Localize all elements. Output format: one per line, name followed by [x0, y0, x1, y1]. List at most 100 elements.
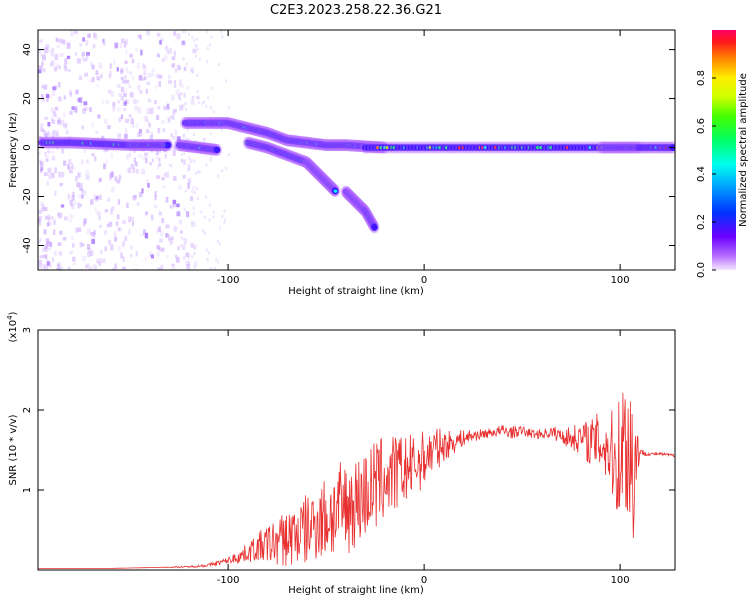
heatmap-noise-cell: [173, 80, 177, 84]
heatmap-noise-cell: [190, 242, 194, 248]
heatmap-noise-cell: [77, 202, 80, 209]
heatmap-noise-cell: [44, 116, 49, 120]
heatmap-noise-cell: [182, 238, 185, 242]
heatmap-noise-cell: [128, 84, 132, 89]
heatmap-noise-cell: [62, 160, 67, 166]
heatmap-noise-cell: [110, 152, 114, 159]
heatmap-noise-cell: [139, 34, 142, 40]
heatmap-noise-cell: [193, 251, 196, 255]
heatmap-noise-cell: [221, 215, 224, 219]
heatmap-noise-cell: [151, 158, 154, 163]
heatmap-noise-cell: [144, 257, 147, 261]
heatmap-noise-cell: [136, 62, 140, 69]
heatmap-noise-cell: [163, 105, 167, 111]
heatmap-noise-cell: [113, 231, 117, 237]
heatmap-noise-cell: [195, 171, 198, 175]
heatmap-noise-cell: [122, 220, 126, 224]
heatmap-noise-cell: [56, 145, 59, 150]
heatmap-noise-cell: [149, 161, 152, 166]
heatmap-noise-cell: [183, 242, 186, 246]
heatmap-noise-cell: [171, 263, 175, 267]
heatmap-noise-cell: [164, 55, 168, 61]
heatmap-noise-cell: [83, 218, 87, 223]
heatmap-noise-cell: [128, 229, 131, 235]
heatmap-noise-cell: [108, 89, 112, 94]
heatmap-noise-cell: [184, 238, 188, 244]
heatmap-noise-cell: [203, 232, 206, 236]
heatmap-noise-cell: [135, 123, 139, 128]
heatmap-noise-cell: [212, 210, 215, 214]
heatmap-noise-cell: [79, 43, 82, 47]
heatmap-y-tick-label: 20: [22, 92, 33, 105]
heatmap-noise-cell: [63, 64, 67, 69]
snr-series-line: [38, 392, 675, 569]
heatmap-noise-cell: [45, 158, 49, 162]
heatmap-noise-cell: [114, 42, 119, 49]
heatmap-noise-cell: [172, 150, 176, 156]
heatmap-noise-cell: [55, 130, 59, 137]
heatmap-noise-cell: [168, 163, 173, 168]
heatmap-noise-cell: [64, 67, 68, 72]
heatmap-noise-cell: [40, 169, 43, 174]
heatmap-noise-cell: [79, 203, 82, 208]
heatmap-noise-cell: [138, 133, 143, 137]
heatmap-noise-cell: [109, 171, 113, 177]
colorbar: 0.0 0.2 0.4 0.6 0.8 Normalized spectral ampl…: [696, 30, 749, 278]
heatmap-noise-cell: [46, 259, 50, 264]
heatmap-noise-cell: [130, 216, 135, 221]
heatmap-noise-cell: [160, 264, 164, 270]
heatmap-noise-cell: [167, 50, 170, 54]
heatmap-noise-cell: [223, 209, 226, 213]
heatmap-noise-cell: [69, 250, 73, 255]
heatmap-noise-cell: [40, 161, 44, 167]
heatmap-noise-cell: [220, 128, 223, 132]
heatmap-noise-cell: [95, 70, 99, 76]
heatmap-noise-cell: [227, 153, 230, 157]
heatmap-noise-cell: [86, 244, 91, 250]
heatmap-noise-cell: [60, 171, 65, 178]
heatmap-noise-cell: [97, 137, 100, 141]
heatmap-noise-cell: [193, 265, 196, 269]
heatmap-noise-cell: [154, 145, 158, 152]
heatmap-noise-cell: [192, 48, 196, 54]
heatmap-noise-cell: [46, 180, 49, 187]
heatmap-noise-cell: [118, 174, 122, 181]
heatmap-noise-cell: [223, 221, 226, 225]
heatmap-noise-cell: [74, 227, 79, 233]
heatmap-noise-cell: [125, 38, 128, 45]
heatmap-noise-cell: [225, 166, 228, 170]
heatmap-noise-cell: [131, 122, 134, 128]
heatmap-noise-cell: [190, 67, 194, 74]
heatmap-noise-cell: [145, 232, 149, 239]
heatmap-noise-cell: [64, 122, 68, 129]
heatmap-noise-cell: [135, 161, 138, 166]
heatmap-noise-cell: [184, 189, 187, 193]
heatmap-noise-cell: [46, 261, 50, 266]
heatmap-noise-cell: [217, 174, 220, 178]
heatmap-noise-cell: [148, 123, 151, 128]
heatmap-noise-cell: [56, 38, 61, 43]
heatmap-noise-cell: [51, 116, 54, 121]
heatmap-noise-cell: [44, 215, 49, 220]
heatmap-noise-cell: [128, 219, 131, 223]
heatmap-noise-cell: [203, 215, 206, 219]
heatmap-noise-cell: [186, 215, 189, 219]
heatmap-noise-cell: [176, 33, 181, 40]
heatmap-noise-cell: [131, 75, 135, 80]
heatmap-noise-cell: [135, 48, 139, 52]
heatmap-noise-cell: [82, 256, 86, 262]
heatmap-noise-cell: [48, 262, 52, 268]
heatmap-noise-cell: [71, 163, 74, 169]
heatmap-noise-cell: [46, 96, 49, 102]
heatmap-noise-cell: [194, 54, 197, 58]
heatmap-noise-cell: [203, 138, 206, 142]
heatmap-noise-cell: [66, 55, 71, 60]
heatmap-noise-cell: [75, 176, 78, 182]
heatmap-noise-cell: [127, 167, 132, 174]
snr-x-tick-label: 100: [611, 575, 630, 586]
heatmap-noise-cell: [159, 74, 163, 79]
heatmap-y-tick-label: 40: [22, 43, 33, 56]
heatmap-noise-cell: [115, 221, 119, 227]
heatmap-noise-cell: [133, 157, 136, 163]
heatmap-noise-cell: [158, 147, 161, 153]
